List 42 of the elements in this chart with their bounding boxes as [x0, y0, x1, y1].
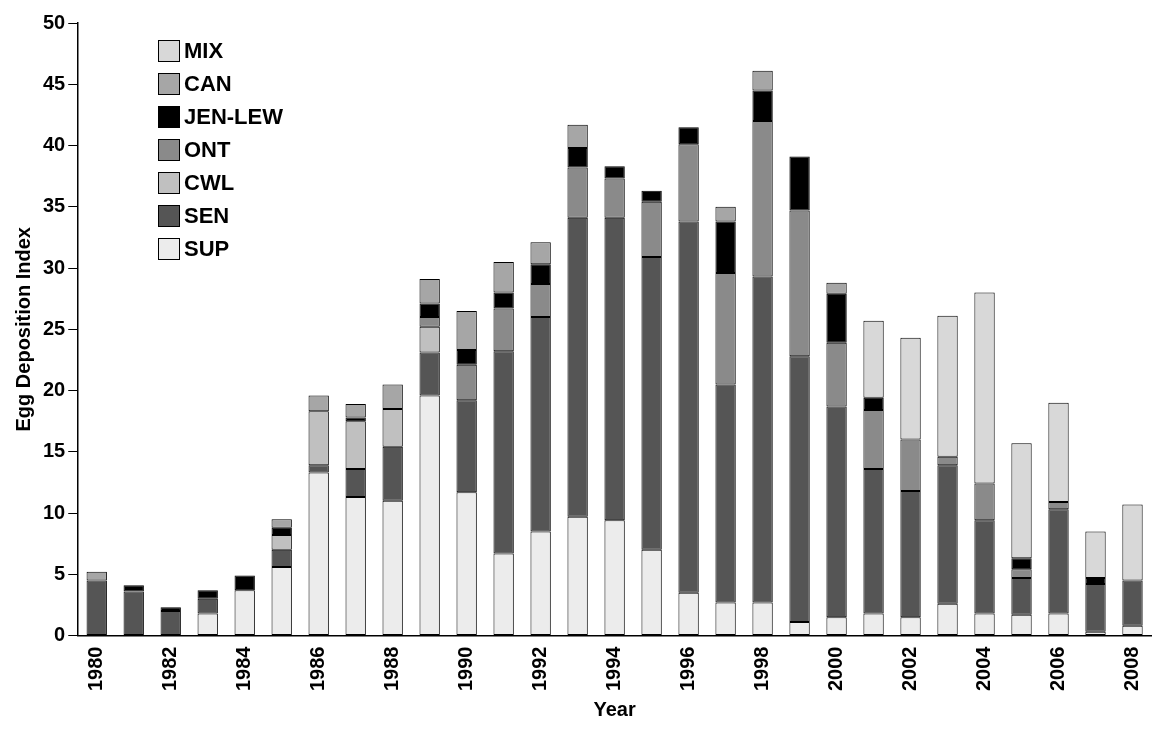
x-tick-label: 1990 — [454, 646, 477, 692]
y-tick-label: 0 — [54, 623, 66, 646]
legend-label: SUP — [184, 236, 230, 262]
x-tick-label: 1988 — [380, 646, 403, 692]
legend-label: CWL — [184, 170, 235, 196]
bar — [493, 292, 514, 309]
x-tick-label: 2000 — [824, 646, 847, 692]
x-tick-label: 2002 — [898, 646, 921, 692]
x-tick-label: 1996 — [676, 646, 699, 692]
y-tick-label: 15 — [43, 439, 66, 462]
x-tick-label: 1980 — [84, 646, 107, 692]
bar — [1011, 558, 1032, 570]
bar — [604, 166, 625, 179]
bar — [678, 127, 699, 145]
y-tick-label: 5 — [54, 561, 66, 584]
bar — [1085, 577, 1106, 585]
x-tick-label: 1994 — [602, 645, 625, 692]
x-tick-label: 1984 — [232, 645, 255, 692]
x-axis-title: Year — [593, 697, 636, 720]
x-tick-label: 1986 — [306, 646, 329, 692]
x-tick-label: 2008 — [1120, 646, 1143, 692]
y-tick-label: 45 — [43, 71, 66, 94]
legend-label: SEN — [184, 203, 230, 229]
bar — [419, 303, 440, 317]
legend-label: CAN — [184, 71, 232, 97]
y-tick-label: 50 — [43, 10, 66, 33]
y-tick-label: 10 — [43, 500, 66, 523]
x-tick-label: 1998 — [750, 646, 773, 692]
y-axis-title: Egg Deposition Index — [11, 227, 34, 432]
y-tick-label: 40 — [43, 133, 66, 156]
legend-label: JEN-LEW — [184, 104, 283, 130]
y-tick-label: 25 — [43, 316, 66, 339]
x-tick-label: 1982 — [158, 646, 181, 692]
x-tick-label: 2004 — [972, 645, 995, 692]
x-tick-label: 2006 — [1046, 646, 1069, 692]
y-tick-label: 35 — [43, 194, 66, 217]
x-tick-label: 1992 — [528, 646, 551, 692]
bar — [789, 156, 810, 211]
y-tick-label: 20 — [43, 378, 66, 401]
legend-label: ONT — [184, 137, 231, 163]
y-tick-label: 30 — [43, 255, 66, 278]
legend-label: MIX — [184, 38, 224, 64]
